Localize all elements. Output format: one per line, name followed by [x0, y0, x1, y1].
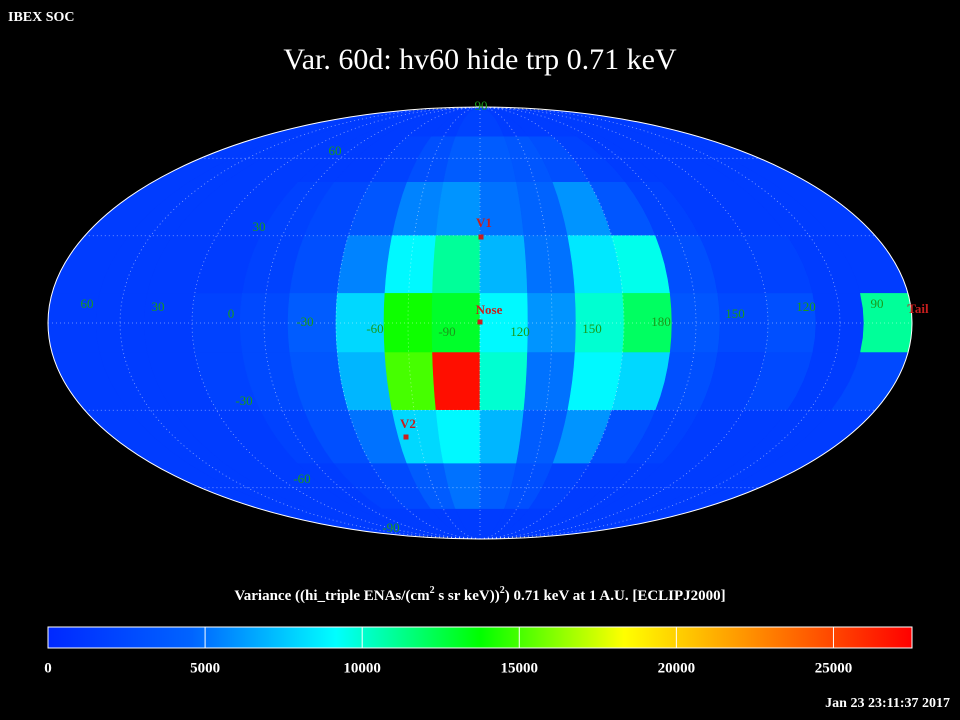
meridian [479, 106, 625, 540]
colorbar-tick-label: 0 [44, 660, 52, 676]
lat-label: -90 [382, 520, 399, 535]
colorbar-tick-label: 15000 [501, 660, 539, 676]
lon-label: 150 [582, 321, 602, 336]
lat-label: -60 [293, 471, 310, 486]
lon-label: 60 [81, 296, 94, 311]
lon-label: 150 [725, 306, 745, 321]
meridian [119, 106, 481, 540]
lon-label: 180 [651, 314, 671, 329]
label-part: Variance ((hi_triple ENAs/(cm [234, 588, 430, 604]
colorbar-tick-label: 20000 [658, 660, 696, 676]
map-cell [523, 235, 576, 294]
lon-label: -60 [366, 321, 383, 336]
map-outline [47, 106, 913, 540]
marker-label: V2 [400, 416, 416, 431]
map-cell [191, 293, 243, 353]
lon-label: 30 [152, 299, 165, 314]
colorbar [47, 626, 913, 649]
colorbar-ticks: 0 5000 10000 15000 20000 25000 [44, 627, 852, 676]
meridian [335, 106, 481, 540]
meridian [479, 106, 841, 540]
label-part: s sr keV)) [435, 588, 500, 604]
lat-label: 60 [329, 143, 342, 158]
marker-dot [477, 319, 483, 325]
map-cells [47, 106, 913, 540]
marker-dot [403, 434, 409, 440]
label-sup: 2 [430, 585, 435, 596]
map-cell [479, 352, 528, 411]
lon-label: -90 [438, 324, 455, 339]
label-part: ) 0.71 keV at 1 A.U. [ECLIPJ2000] [505, 588, 726, 604]
meridian [479, 106, 553, 540]
map-cell [435, 182, 481, 236]
colorbar-tick-label: 5000 [190, 660, 220, 676]
lat-label: 90 [475, 98, 488, 113]
org-label: IBEX SOC [8, 10, 75, 25]
lat-label: 30 [253, 219, 266, 234]
map-cell [479, 409, 525, 465]
colorbar-label: Variance ((hi_triple ENAs/(cm2 s sr keV)… [234, 585, 725, 604]
map-labels: 90 60 30 -30 -60 -90 60 30 0 -30 -60 -90 120 150 180 15… [81, 98, 929, 535]
lon-label: 90 [871, 296, 884, 311]
lon-label: 0 [228, 306, 235, 321]
lon-label: -30 [296, 314, 313, 329]
map-cell [432, 235, 481, 294]
map-cell [384, 352, 437, 411]
lat-label: -30 [235, 393, 252, 408]
colorbar-tick-label: 10000 [343, 660, 381, 676]
map-cell [479, 235, 528, 294]
marker-label: Tail [907, 301, 929, 316]
label-sup: 2 [500, 585, 505, 596]
timestamp: Jan 23 23:11:37 2017 [825, 696, 950, 711]
chart-title: Var. 60d: hv60 hide trp 0.71 keV [283, 43, 677, 76]
map-cell [435, 409, 481, 465]
lon-label: 120 [510, 324, 530, 339]
meridian [407, 106, 481, 540]
marker-label: Nose [476, 302, 503, 317]
map-cell [523, 352, 576, 411]
lon-label: 120 [796, 299, 816, 314]
map-cell [384, 235, 437, 294]
map-cell [432, 352, 481, 411]
colorbar-tick-label: 25000 [815, 660, 853, 676]
marker-label: V1 [476, 215, 492, 230]
marker-dot [478, 234, 484, 240]
